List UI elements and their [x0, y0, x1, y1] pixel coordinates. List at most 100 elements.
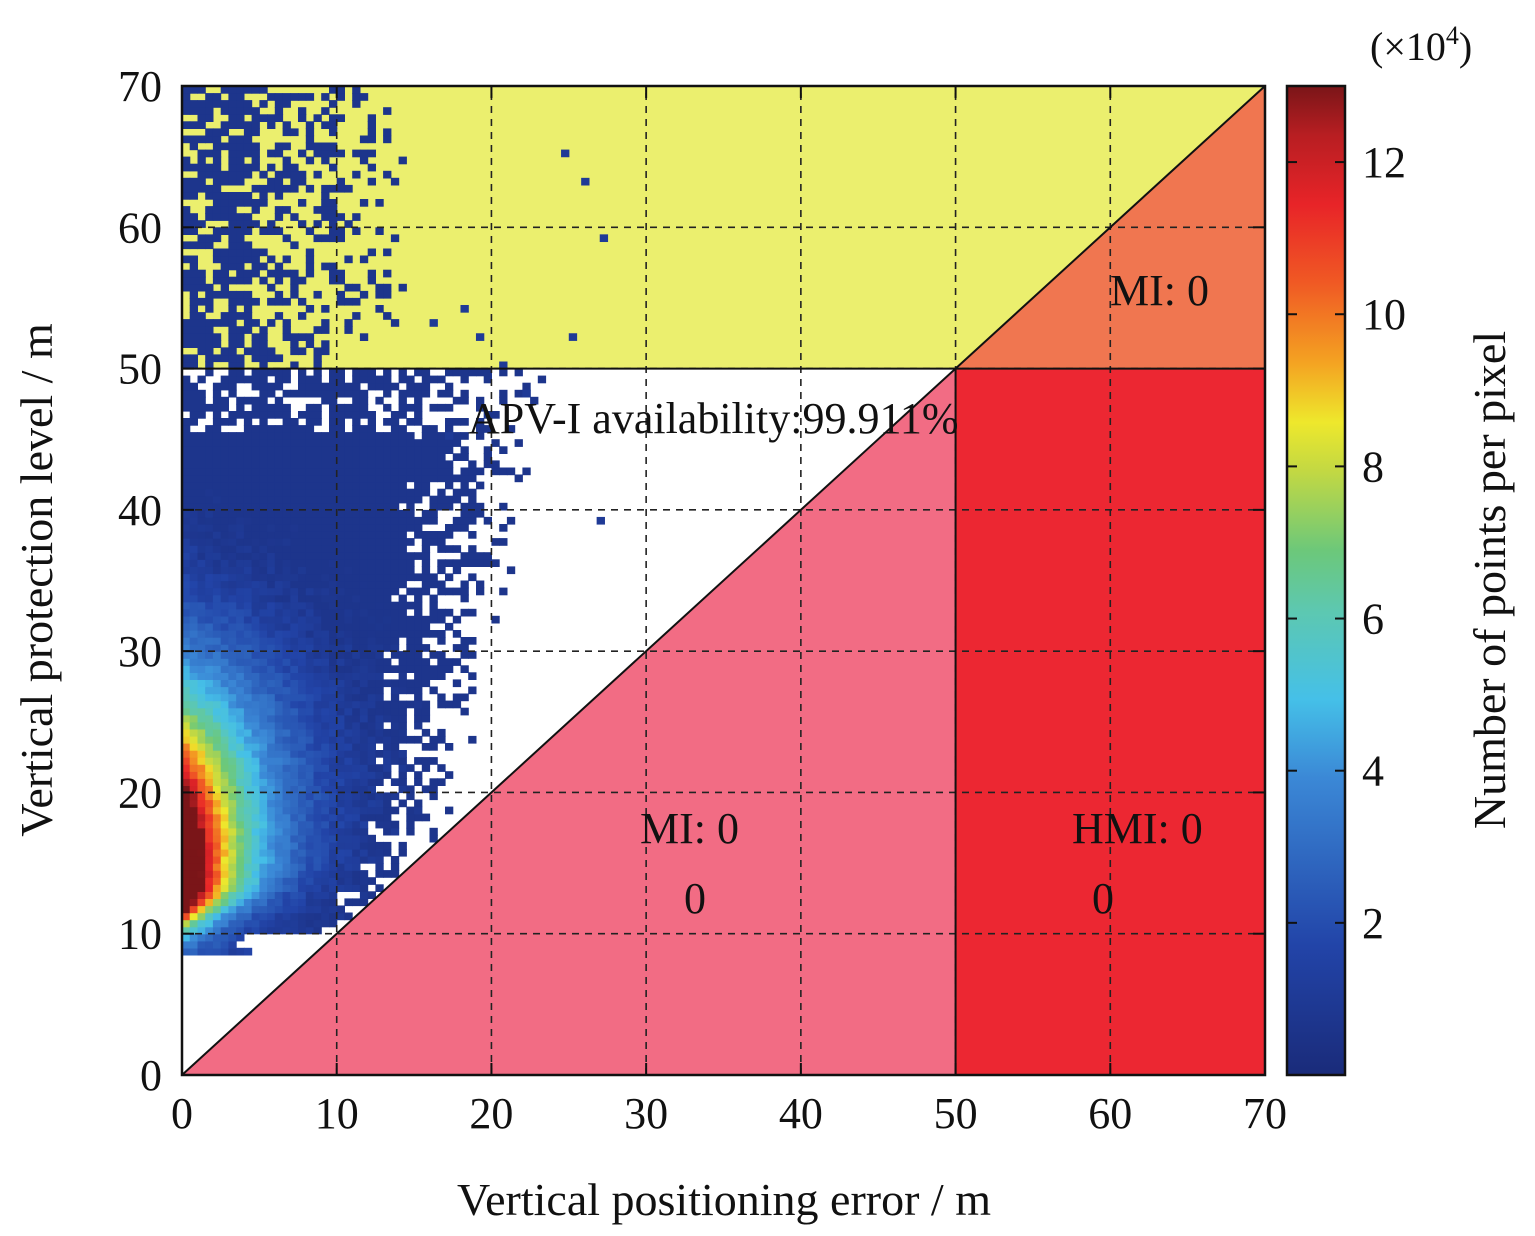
- heatmap-cell: [212, 411, 222, 419]
- heatmap-cell: [329, 375, 338, 384]
- heatmap-cell: [313, 672, 322, 680]
- heatmap-cell: [352, 707, 361, 716]
- heatmap-cell: [189, 764, 198, 772]
- heatmap-cell: [243, 269, 253, 278]
- heatmap-cell: [383, 587, 392, 596]
- heatmap-cell: [491, 538, 500, 546]
- heatmap-cell: [313, 622, 322, 631]
- heatmap-cell: [205, 290, 214, 299]
- heatmap-cell: [182, 813, 191, 822]
- heatmap-cell: [298, 453, 307, 461]
- heatmap-cell: [329, 114, 338, 122]
- heatmap-cell: [305, 587, 315, 596]
- heatmap-cell: [352, 608, 361, 617]
- heatmap-cell: [390, 411, 400, 419]
- heatmap-cell: [267, 615, 276, 624]
- heatmap-cell: [336, 297, 345, 306]
- heatmap-cell: [445, 389, 454, 398]
- heatmap-cell: [220, 644, 229, 652]
- heatmap-cell: [274, 368, 284, 377]
- heatmap-cell: [197, 679, 206, 688]
- heatmap-cell: [375, 771, 384, 779]
- heatmap-cell: [344, 630, 353, 638]
- heatmap-cell: [267, 813, 276, 822]
- heatmap-cell: [259, 361, 268, 370]
- heatmap-cell: [452, 418, 462, 426]
- heatmap-cell: [375, 651, 384, 659]
- heatmap-cell: [274, 580, 284, 589]
- heatmap-cell: [259, 248, 268, 257]
- heatmap-cell: [367, 728, 376, 737]
- heatmap-cell: [290, 177, 299, 186]
- heatmap-cell: [305, 474, 315, 483]
- heatmap-cell: [406, 474, 415, 483]
- heatmap-cell: [228, 743, 237, 751]
- heatmap-cell: [367, 686, 376, 695]
- heatmap-cell: [359, 637, 369, 645]
- heatmap-cell: [383, 580, 392, 589]
- heatmap-cell: [321, 545, 330, 553]
- heatmap-cell: [205, 679, 214, 688]
- heatmap-cell: [228, 622, 237, 631]
- heatmap-cell: [205, 107, 214, 115]
- heatmap-cell: [352, 100, 361, 108]
- heatmap-cell: [251, 481, 260, 490]
- x-axis-title: Vertical positioning error / m: [457, 1174, 991, 1225]
- heatmap-cell: [182, 898, 191, 907]
- heatmap-cell: [220, 545, 229, 553]
- heatmap-cell: [321, 778, 330, 786]
- heatmap-cell: [437, 630, 446, 638]
- heatmap-cell: [321, 884, 330, 892]
- heatmap-cell: [298, 721, 307, 730]
- heatmap-cell: [321, 474, 330, 483]
- heatmap-cell: [460, 594, 469, 603]
- heatmap-cell: [197, 241, 206, 250]
- heatmap-cell: [359, 524, 369, 532]
- heatmap-cell: [336, 764, 345, 772]
- heatmap-cell: [236, 863, 245, 871]
- heatmap-cell: [329, 891, 338, 899]
- heatmap-cell: [189, 601, 198, 610]
- heatmap-cell: [243, 700, 253, 709]
- heatmap-cell: [228, 114, 237, 122]
- heatmap-cell: [321, 792, 330, 801]
- heatmap-cell: [398, 396, 407, 405]
- heatmap-cell: [274, 184, 284, 193]
- heatmap-cell: [359, 658, 369, 666]
- x-tick-label: 10: [315, 1089, 359, 1138]
- heatmap-cell: [336, 368, 345, 377]
- heatmap-cell: [189, 743, 198, 751]
- heatmap-cell: [313, 411, 322, 419]
- heatmap-cell: [259, 707, 268, 716]
- heatmap-cell: [205, 559, 214, 567]
- heatmap-cell: [313, 170, 322, 179]
- heatmap-cell: [476, 403, 485, 412]
- heatmap-cell: [359, 601, 369, 610]
- heatmap-cell: [274, 856, 284, 864]
- heatmap-cell: [344, 255, 353, 264]
- heatmap-outlier: [568, 333, 578, 341]
- heatmap-cell: [282, 439, 291, 447]
- heatmap-cell: [220, 721, 229, 730]
- heatmap-cell: [282, 453, 291, 461]
- heatmap-cell: [212, 354, 222, 363]
- heatmap-cell: [313, 658, 322, 666]
- heatmap-cell: [313, 142, 322, 151]
- heatmap-cell: [290, 806, 299, 815]
- heatmap-cell: [313, 290, 322, 299]
- heatmap-cell: [259, 820, 268, 829]
- heatmap-cell: [437, 389, 446, 398]
- heatmap-cell: [329, 559, 338, 567]
- heatmap-cell: [236, 686, 245, 695]
- heatmap-cell: [228, 813, 237, 822]
- heatmap-cell: [290, 601, 299, 610]
- heatmap-cell: [243, 750, 253, 758]
- heatmap-cell: [329, 446, 338, 454]
- heatmap-cell: [499, 538, 508, 546]
- heatmap-cell: [228, 559, 237, 567]
- heatmap-cell: [259, 686, 268, 695]
- heatmap-cell: [228, 587, 237, 596]
- heatmap-cell: [197, 644, 206, 652]
- heatmap-cell: [282, 651, 291, 659]
- heatmap-cell: [182, 269, 191, 278]
